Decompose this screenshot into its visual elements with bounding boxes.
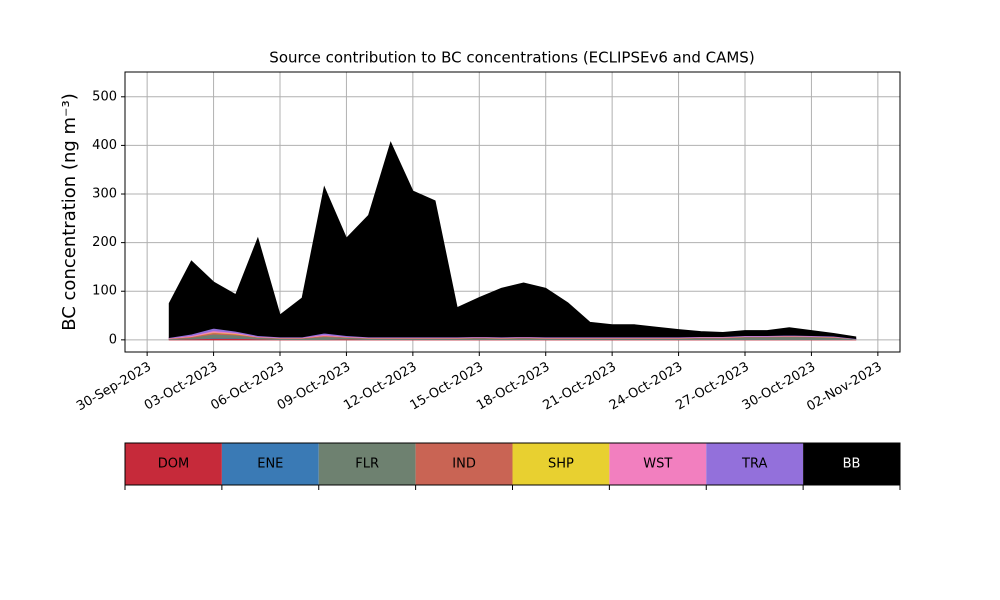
- legend-swatch: [221, 443, 319, 485]
- x-tick-label: 24-Oct-2023: [607, 360, 685, 414]
- x-tick-label: 03-Oct-2023: [142, 360, 220, 414]
- legend-swatch: [125, 443, 222, 485]
- legend-swatch: [415, 443, 513, 485]
- x-tick-label: 18-Oct-2023: [474, 360, 552, 414]
- x-tick-label: 09-Oct-2023: [275, 360, 353, 414]
- y-axis-label: BC concentration (ng m⁻³): [59, 93, 80, 331]
- legend-swatch: [706, 443, 804, 485]
- legend-label: TRA: [741, 457, 767, 472]
- area: [168, 141, 857, 339]
- legend-label: ENE: [257, 457, 283, 472]
- legend-swatch: [609, 443, 707, 485]
- legend-swatch: [803, 443, 900, 485]
- x-tick-label: 30-Sep-2023: [74, 360, 154, 415]
- x-tick-label: 12-Oct-2023: [341, 360, 419, 414]
- legend-frame: [124, 442, 901, 486]
- y-tick-label: 300: [92, 187, 117, 202]
- plot-frame: [124, 71, 901, 353]
- legend-swatch: [512, 443, 610, 485]
- x-tick-label: 21-Oct-2023: [541, 360, 619, 414]
- legend-label: SHP: [548, 457, 574, 472]
- y-tick-label: 400: [92, 138, 117, 153]
- x-tick-label: 15-Oct-2023: [408, 360, 486, 414]
- legend-label: DOM: [158, 457, 189, 472]
- legend-swatch: [318, 443, 416, 485]
- y-tick-label: 200: [92, 235, 117, 250]
- x-tick-label: 02-Nov-2023: [804, 360, 884, 415]
- legend-label: WST: [643, 457, 672, 472]
- chart-title: Source contribution to BC concentrations…: [269, 49, 754, 67]
- y-tick-label: 100: [92, 284, 117, 299]
- y-tick-label: 500: [92, 89, 117, 104]
- legend-label: FLR: [355, 457, 379, 472]
- x-tick-label: 27-Oct-2023: [673, 360, 751, 414]
- x-tick-label: 06-Oct-2023: [208, 360, 286, 414]
- legend-label: BB: [843, 457, 861, 472]
- legend-label: IND: [452, 457, 476, 472]
- y-tick-label: 0: [109, 332, 117, 347]
